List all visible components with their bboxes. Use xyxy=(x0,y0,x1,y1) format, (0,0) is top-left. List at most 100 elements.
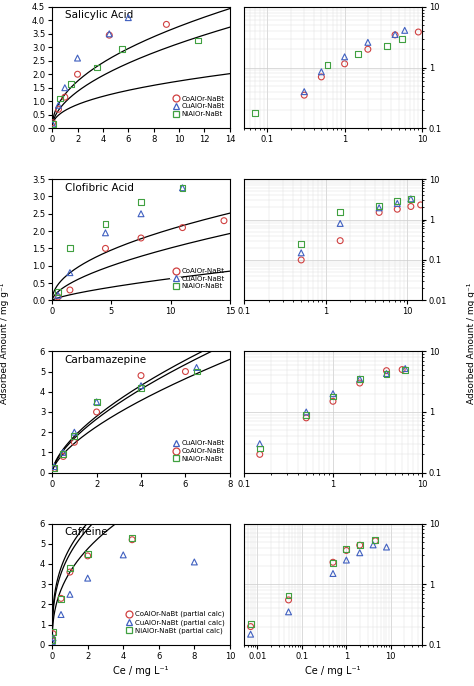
Point xyxy=(285,606,292,617)
Point xyxy=(59,447,67,458)
Point xyxy=(71,431,78,442)
Point xyxy=(49,628,57,639)
Point xyxy=(383,368,390,379)
Point xyxy=(84,548,91,559)
Point xyxy=(341,51,348,62)
Point xyxy=(401,363,409,374)
Point xyxy=(51,461,58,472)
Point xyxy=(324,60,331,71)
Legend: CuAlOr-NaBt, CoAlOr-NaBt, NiAlOr-NaBt: CuAlOr-NaBt, CoAlOr-NaBt, NiAlOr-NaBt xyxy=(169,438,228,464)
Point xyxy=(56,93,64,104)
Point xyxy=(343,545,350,556)
Point xyxy=(74,69,82,80)
Point xyxy=(391,29,399,40)
Point xyxy=(302,410,310,421)
Point xyxy=(407,193,415,204)
Point xyxy=(417,200,424,211)
Point xyxy=(93,62,100,73)
Text: Caffeine: Caffeine xyxy=(64,527,108,537)
Point xyxy=(407,193,415,204)
Point xyxy=(193,362,201,373)
Point xyxy=(285,595,292,606)
Point xyxy=(329,396,337,407)
Point xyxy=(61,82,69,93)
Point xyxy=(372,535,379,546)
Point xyxy=(59,449,67,460)
Point xyxy=(49,626,57,637)
Point xyxy=(93,397,100,407)
Point xyxy=(55,104,62,115)
Point xyxy=(343,543,350,554)
Point xyxy=(247,621,255,632)
Point xyxy=(343,554,350,565)
X-axis label: Ce / mg L⁻¹: Ce / mg L⁻¹ xyxy=(113,666,169,676)
Point xyxy=(54,292,62,303)
Point xyxy=(66,285,73,296)
Point xyxy=(356,547,364,558)
Point xyxy=(407,201,415,212)
Point xyxy=(179,222,186,233)
Point xyxy=(297,248,305,259)
Point xyxy=(329,391,337,402)
Point xyxy=(193,366,201,377)
Point xyxy=(48,635,56,646)
Point xyxy=(285,590,292,601)
Point xyxy=(398,34,406,45)
Point xyxy=(318,71,325,82)
Point xyxy=(54,286,62,297)
Point xyxy=(423,31,430,42)
Point xyxy=(337,218,344,229)
Point xyxy=(137,233,145,244)
Point xyxy=(67,78,75,89)
Point xyxy=(383,368,390,379)
Point xyxy=(74,53,82,64)
Point xyxy=(393,196,401,206)
Point xyxy=(51,462,58,473)
Point xyxy=(364,44,372,55)
Point xyxy=(398,364,406,375)
Point xyxy=(341,58,348,69)
Point xyxy=(356,540,364,551)
Point xyxy=(59,451,67,462)
Point xyxy=(48,635,56,646)
Point xyxy=(66,563,74,573)
Point xyxy=(57,594,65,605)
Point xyxy=(301,90,308,101)
Point xyxy=(297,238,305,249)
Point xyxy=(93,397,100,407)
Point xyxy=(364,37,372,48)
Point xyxy=(329,557,337,568)
Point xyxy=(356,373,364,384)
Point xyxy=(50,119,57,130)
Point xyxy=(401,364,409,375)
Point xyxy=(101,219,109,230)
Point xyxy=(337,207,344,218)
Point xyxy=(256,449,264,460)
Point xyxy=(137,196,145,207)
X-axis label: Ce / mg L⁻¹: Ce / mg L⁻¹ xyxy=(305,666,361,676)
Legend: CoAlOr-NaBt (partial calc), CuAlOr-NaBt (partial calc), NiAlOr-NaBt (partial cal: CoAlOr-NaBt (partial calc), CuAlOr-NaBt … xyxy=(122,608,228,637)
Point xyxy=(256,443,264,454)
Point xyxy=(106,29,113,40)
Point xyxy=(101,227,109,238)
Point xyxy=(247,628,255,639)
Text: Carbamazepine: Carbamazepine xyxy=(64,355,147,365)
Point xyxy=(297,255,305,265)
Point xyxy=(93,407,100,418)
Point xyxy=(128,532,136,543)
Point xyxy=(137,380,145,391)
Point xyxy=(71,427,78,438)
Point xyxy=(66,243,73,254)
Point xyxy=(372,535,379,546)
Point xyxy=(375,207,383,218)
Point xyxy=(391,29,399,40)
Point xyxy=(84,573,91,584)
Point xyxy=(57,609,65,620)
Point xyxy=(337,235,344,246)
Point xyxy=(318,67,325,78)
Point xyxy=(302,412,310,423)
Point xyxy=(302,407,310,418)
Point xyxy=(329,388,337,399)
Point xyxy=(356,539,364,550)
Point xyxy=(106,28,113,39)
